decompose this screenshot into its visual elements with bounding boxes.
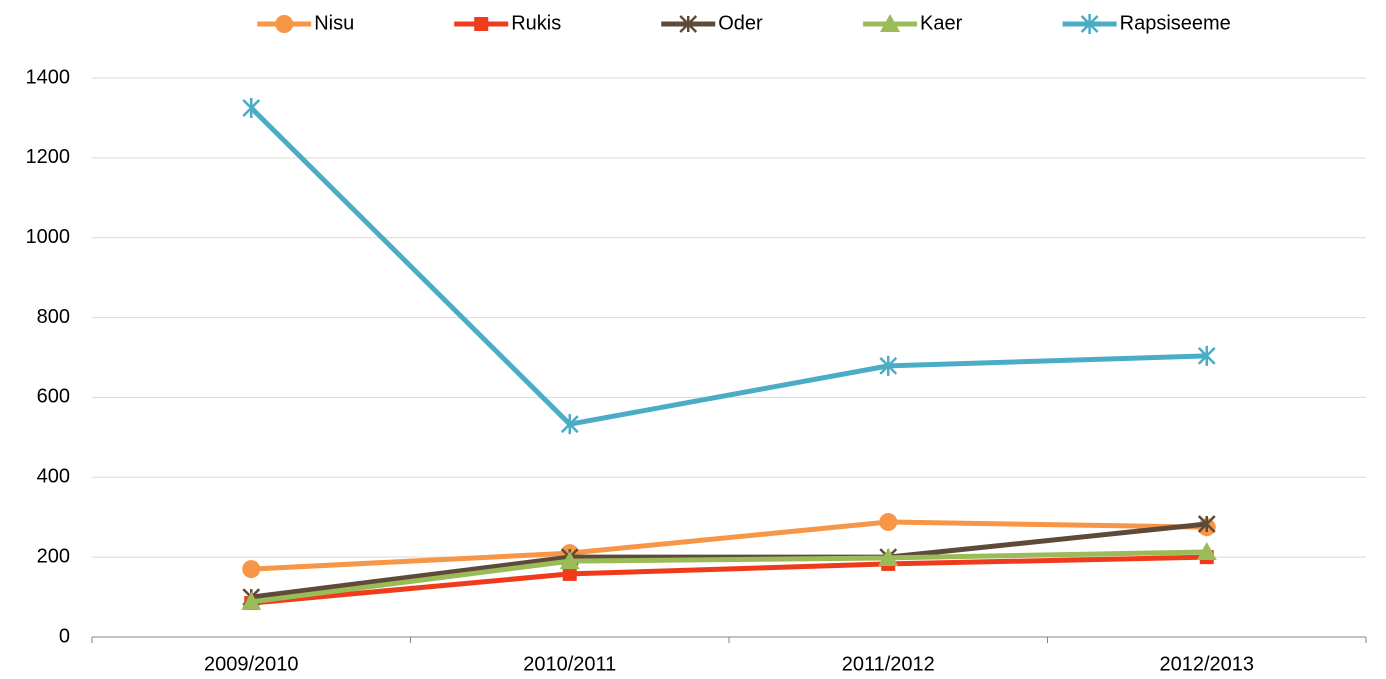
y-tick-label: 1400 xyxy=(26,66,71,88)
legend-item: Rapsiseeme xyxy=(1062,12,1231,34)
marker xyxy=(275,15,294,33)
marker xyxy=(879,355,898,376)
legend-label: Nisu xyxy=(314,12,354,34)
marker xyxy=(679,15,698,33)
legend-item: Nisu xyxy=(257,12,354,34)
legend-label: Oder xyxy=(718,12,763,34)
y-tick-label: 600 xyxy=(37,386,70,408)
y-tick-label: 200 xyxy=(37,545,70,567)
marker xyxy=(560,414,579,435)
legend-item: Oder xyxy=(661,12,763,34)
y-tick-label: 800 xyxy=(37,306,70,328)
marker xyxy=(241,591,262,610)
series-line xyxy=(250,549,1207,605)
legend-item: Kaer xyxy=(863,12,963,34)
marker xyxy=(880,14,901,32)
marker xyxy=(242,97,261,118)
marker xyxy=(562,566,577,581)
marker xyxy=(879,513,898,532)
legend-label: Rapsiseeme xyxy=(1120,12,1231,34)
y-tick-label: 0 xyxy=(59,625,70,647)
legend-label: Kaer xyxy=(920,12,963,34)
y-tick-label: 400 xyxy=(37,466,70,488)
marker xyxy=(1197,345,1216,366)
series-line xyxy=(251,554,1207,606)
marker xyxy=(1197,515,1216,533)
x-tick-label: 2011/2012 xyxy=(842,653,935,675)
marker xyxy=(1196,541,1217,560)
marker xyxy=(474,17,489,31)
legend-label: Rukis xyxy=(511,12,561,34)
x-tick-label: 2009/2010 xyxy=(204,653,299,675)
marker xyxy=(878,547,899,566)
x-tick-label: 2012/2013 xyxy=(1159,653,1254,675)
y-tick-label: 1200 xyxy=(26,146,71,168)
y-tick-label: 1000 xyxy=(26,226,71,248)
legend-item: Rukis xyxy=(454,12,561,34)
marker xyxy=(242,560,261,579)
marker xyxy=(1080,14,1099,34)
series-line xyxy=(251,519,1207,572)
marker xyxy=(559,551,580,570)
x-tick-label: 2010/2011 xyxy=(523,653,616,675)
series-line xyxy=(249,106,1207,427)
